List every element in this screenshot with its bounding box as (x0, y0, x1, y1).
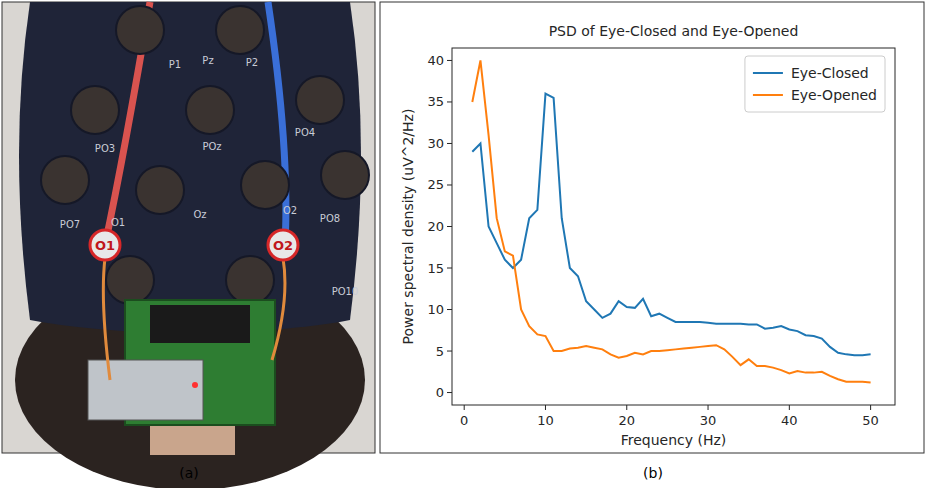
y-tick (447, 226, 452, 227)
cap-hole (321, 151, 369, 199)
y-tick-label: 40 (427, 53, 444, 68)
status-led (192, 382, 198, 388)
x-axis-title: Frequency (Hz) (621, 432, 727, 448)
x-tick (626, 405, 627, 410)
legend-swatch (753, 72, 783, 74)
y-tick (447, 184, 452, 185)
chart-title: PSD of Eye-Closed and Eye-Opened (549, 23, 799, 39)
y-tick-label: 30 (427, 136, 444, 151)
y-tick-label: 25 (427, 177, 444, 192)
legend: Eye-Closed Eye-Opened (745, 56, 885, 112)
y-tick (447, 268, 452, 269)
panel-caption: (b) (643, 465, 663, 481)
electrode-marker (268, 230, 298, 260)
x-tick (464, 405, 465, 410)
cap-hole (41, 156, 89, 204)
x-tick-label: 40 (781, 413, 798, 428)
cap-label: PO4 (295, 127, 315, 138)
x-tick-label: 0 (460, 413, 468, 428)
microcontroller (150, 305, 250, 343)
cap-hole (241, 161, 289, 209)
legend-label: Eye-Closed (791, 65, 869, 81)
legend-label: Eye-Opened (791, 87, 877, 103)
y-tick-label: 15 (427, 261, 444, 276)
cap-hole (136, 166, 184, 214)
cap-label: O1 (111, 217, 125, 228)
y-tick (447, 309, 452, 310)
y-tick-label: 5 (436, 344, 444, 359)
cap-hole (71, 86, 119, 134)
x-tick-label: 30 (700, 413, 717, 428)
x-tick-label: 20 (618, 413, 635, 428)
x-tick (870, 405, 871, 410)
plot-frame (452, 48, 895, 405)
y-tick-label: 20 (427, 219, 444, 234)
x-tick (789, 405, 790, 410)
panel-a: P1 Pz P2 PO3 POz PO4 PO7 O1 Oz O2 PO8 PO10 O1 O2 (2, 2, 375, 488)
x-tick (708, 405, 709, 410)
cap (19, 2, 361, 335)
y-tick-label: 35 (427, 94, 444, 109)
cap-label: P1 (169, 59, 181, 70)
panel-caption: (a) (179, 465, 199, 481)
cap-hole (216, 6, 264, 54)
legend-box (745, 56, 885, 112)
cap-label: PO8 (320, 213, 340, 224)
electrode-label: O2 (273, 238, 293, 253)
cap-label: PO3 (95, 143, 115, 154)
x-tick (545, 405, 546, 410)
legend-swatch (753, 94, 783, 96)
y-tick (447, 351, 452, 352)
cap-label: Oz (193, 209, 206, 220)
y-axis-title: Power spectral density (uV^2/Hz) (400, 109, 416, 345)
series-line (472, 94, 870, 356)
cap-label: PO7 (60, 219, 80, 230)
y-tick (447, 143, 452, 144)
cap-hole (116, 6, 164, 54)
cap-hole (106, 256, 154, 304)
cap-label: POz (202, 141, 221, 152)
y-tick (447, 60, 452, 61)
electrode-label: O1 (95, 238, 115, 253)
electrode-marker (90, 230, 120, 260)
x-tick-label: 50 (862, 413, 879, 428)
y-tick-label: 0 (436, 385, 444, 400)
cap-label: P2 (246, 57, 258, 68)
electrode-wire (103, 258, 285, 380)
cap-hole (186, 86, 234, 134)
cap-label: O2 (283, 205, 297, 216)
chart-frame (380, 2, 924, 453)
x-tick-label: 10 (537, 413, 554, 428)
cap-hole (226, 256, 274, 304)
y-tick (447, 101, 452, 102)
axes: 0 10 20 30 40 50 0 5 10 15 20 25 30 35 40 (427, 48, 895, 428)
cap-label: PO10 (332, 286, 359, 297)
cap-hole (296, 76, 344, 124)
y-tick (447, 392, 452, 393)
y-tick-label: 10 (427, 302, 444, 317)
bluetooth-module (88, 360, 203, 420)
cap-label: Pz (202, 55, 213, 66)
